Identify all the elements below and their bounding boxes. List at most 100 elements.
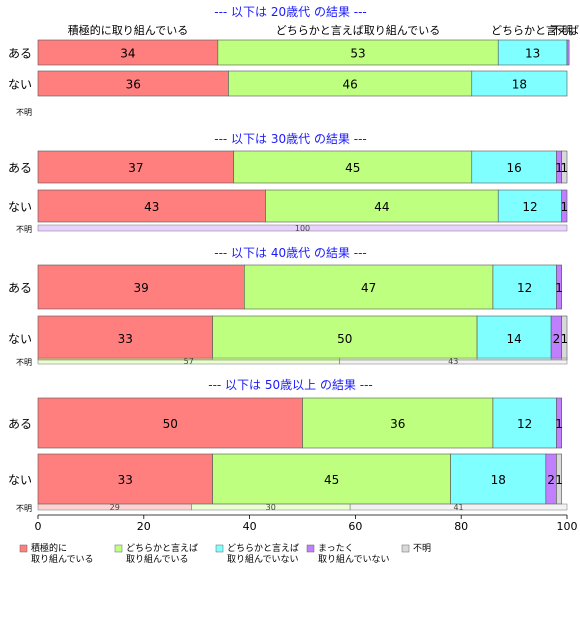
- row-label: ある: [8, 161, 32, 175]
- x-tick-label: 40: [243, 520, 257, 533]
- unknown-bar-value-label: 29: [110, 503, 120, 512]
- bar-value-label: 53: [350, 47, 365, 61]
- bar-segment: [471, 150, 557, 184]
- bar-segment: [497, 189, 563, 223]
- panel-title: --- 以下は 30歳代 の結果 ---: [214, 132, 367, 146]
- bar-segment: [556, 264, 563, 310]
- panel-title: --- 以下は 40歳代 の結果 ---: [214, 246, 367, 260]
- bar-value-label: 1: [561, 200, 569, 214]
- bar-value-label: 18: [512, 78, 527, 92]
- bar-segment: [244, 264, 494, 310]
- bar-value-label: 12: [517, 281, 532, 295]
- unknown-row-label: 不明: [16, 358, 32, 367]
- legend-label: どちらかと言えば: [126, 542, 198, 554]
- bar-value-label: 45: [324, 473, 339, 487]
- header-label: どちらかと言えば: [491, 24, 579, 37]
- bar-value-label: 1: [555, 161, 563, 175]
- legend-label: まったく: [318, 543, 354, 554]
- unknown-bar-value-label: 43: [448, 357, 458, 366]
- header-label: 積極的に取り組んでいる: [68, 23, 188, 37]
- x-tick-label: 60: [348, 520, 362, 533]
- x-tick-label: 20: [137, 520, 151, 533]
- x-tick-label: 80: [454, 520, 468, 533]
- bar-segment: [450, 453, 547, 505]
- unknown-bar-segment: [349, 503, 568, 511]
- row-label: ある: [8, 47, 32, 61]
- bar-segment: [37, 315, 213, 361]
- bar-value-label: 46: [342, 78, 357, 92]
- bar-value-label: 44: [374, 200, 389, 214]
- bar-segment: [492, 397, 557, 449]
- x-tick-label: 100: [557, 520, 578, 533]
- bar-segment: [302, 397, 494, 449]
- unknown-bar-segment: [339, 357, 568, 365]
- bar-value-label: 34: [120, 47, 135, 61]
- bar-value-label: 1: [555, 473, 563, 487]
- legend-swatch: [114, 544, 123, 553]
- bar-segment: [566, 39, 570, 66]
- unknown-bar-value-label: 41: [453, 503, 463, 512]
- header-label: 不明: [551, 24, 573, 37]
- bar-value-label: 43: [144, 200, 159, 214]
- x-tick-label: 0: [35, 520, 42, 533]
- legend-swatch: [19, 544, 28, 553]
- bar-value-label: 1: [561, 161, 569, 175]
- panel-title: --- 以下は 20歳代 の結果 ---: [214, 5, 367, 19]
- legend-swatch: [401, 544, 410, 553]
- bar-value-label: 1: [555, 417, 563, 431]
- row-label: ある: [8, 417, 32, 431]
- legend-label: 積極的に: [31, 542, 67, 554]
- bar-value-label: 50: [337, 332, 352, 346]
- bar-value-label: 18: [491, 473, 506, 487]
- bar-segment: [37, 189, 266, 223]
- header-label: どちらかと言えば取り組んでいる: [276, 24, 440, 37]
- legend-label: 取り組んでいない: [318, 553, 390, 565]
- bar-segment: [492, 264, 557, 310]
- legend-label: どちらかと言えば: [227, 542, 299, 554]
- bar-segment: [561, 189, 568, 223]
- bar-value-label: 14: [506, 332, 521, 346]
- bar-segment: [561, 150, 568, 184]
- unknown-bar-value-label: 100: [295, 224, 310, 233]
- bar-value-label: 13: [525, 47, 540, 61]
- bar-segment: [217, 39, 499, 66]
- bar-segment: [37, 453, 213, 505]
- bar-segment: [556, 397, 563, 449]
- bar-value-label: 12: [522, 200, 537, 214]
- bar-segment: [561, 315, 568, 361]
- bar-segment: [212, 453, 451, 505]
- row-label: ある: [8, 281, 32, 295]
- unknown-bar-segment: [37, 224, 568, 232]
- legend-label: 取り組んでいる: [126, 553, 189, 565]
- unknown-row-label: 不明: [16, 225, 32, 234]
- legend-swatch: [306, 544, 315, 553]
- bar-value-label: 12: [517, 417, 532, 431]
- bar-value-label: 50: [163, 417, 178, 431]
- bar-value-label: 33: [118, 332, 133, 346]
- unknown-bar-value-label: 57: [184, 357, 194, 366]
- row-label: ない: [8, 473, 32, 487]
- bar-segment: [471, 70, 568, 97]
- bar-value-label: 36: [390, 417, 405, 431]
- bar-value-label: 45: [345, 161, 360, 175]
- unknown-row-label: 不明: [16, 504, 32, 513]
- bar-segment: [228, 70, 473, 97]
- unknown-bar-value-label: 30: [266, 503, 276, 512]
- row-label: ない: [8, 332, 32, 346]
- row-label: ない: [8, 78, 32, 92]
- legend-swatch: [215, 544, 224, 553]
- bar-value-label: 16: [506, 161, 521, 175]
- bar-value-label: 1: [561, 332, 569, 346]
- bar-value-label: 36: [126, 78, 141, 92]
- row-label: ない: [8, 200, 32, 214]
- legend-label: 不明: [413, 543, 431, 554]
- bar-segment: [37, 264, 245, 310]
- bar-value-label: 1: [555, 281, 563, 295]
- bar-segment: [37, 397, 303, 449]
- bar-segment: [212, 315, 478, 361]
- unknown-row-label: 不明: [16, 108, 32, 117]
- bar-segment: [37, 150, 235, 184]
- bar-value-label: 47: [361, 281, 376, 295]
- bar-value-label: 33: [118, 473, 133, 487]
